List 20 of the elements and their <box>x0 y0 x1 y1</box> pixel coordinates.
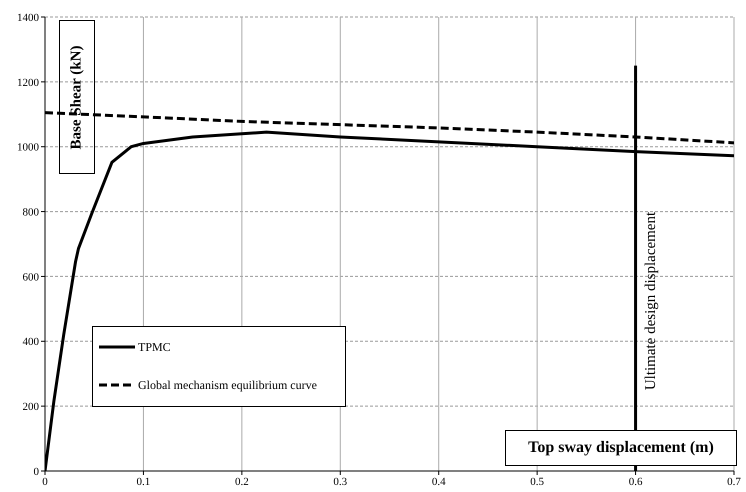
x-tick-label: 0 <box>42 476 48 488</box>
x-tick-label: 0.7 <box>727 476 742 488</box>
y-tick-label: 800 <box>22 206 40 218</box>
y-tick-label: 1200 <box>17 76 40 89</box>
legend-label: TPMC <box>138 340 171 354</box>
x-tick-label: 0.4 <box>432 476 446 488</box>
x-axis-title: Top sway displacement (m) <box>505 430 737 466</box>
x-tick-label: 0.3 <box>333 476 348 488</box>
x-tick-label: 0.2 <box>234 476 249 488</box>
y-tick-label: 0 <box>34 466 40 478</box>
x-tick-label: 0.5 <box>530 476 545 488</box>
annotation: Ultimate design displacement <box>642 210 660 392</box>
y-tick-label: 400 <box>22 336 40 348</box>
y-tick-label: 600 <box>22 271 40 284</box>
y-tick-label: 200 <box>22 401 40 414</box>
x-tick-label: 0.1 <box>136 476 150 488</box>
y-tick-label: 1400 <box>17 12 40 24</box>
y-tick-label: 1000 <box>17 142 40 154</box>
legend-label: Global mechanism equilibrium curve <box>138 378 317 392</box>
x-tick-label: 0.6 <box>628 476 643 488</box>
